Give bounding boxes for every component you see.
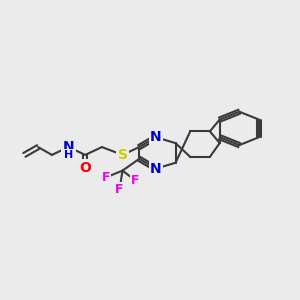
- Text: N: N: [63, 140, 74, 154]
- Text: N: N: [150, 162, 162, 176]
- Text: H: H: [64, 150, 73, 160]
- Text: S: S: [118, 148, 128, 162]
- Text: O: O: [79, 161, 91, 175]
- Text: F: F: [131, 174, 140, 187]
- Text: N: N: [150, 130, 162, 144]
- Text: F: F: [102, 171, 110, 184]
- Text: F: F: [115, 183, 124, 196]
